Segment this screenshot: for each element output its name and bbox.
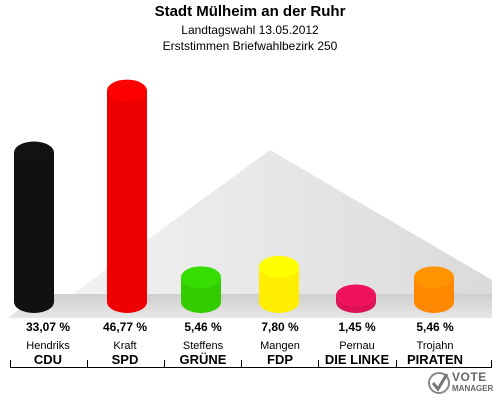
bar-cap-gruene xyxy=(181,266,221,289)
party-label-linke: DIE LINKE xyxy=(324,352,390,367)
party-label-gruene: GRÜNE xyxy=(179,352,227,367)
candidate-name-piraten: Trojahn xyxy=(416,340,454,352)
candidate-name-cdu: Hendriks xyxy=(26,340,70,352)
axis-tick xyxy=(241,360,242,368)
chart-title: Stadt Mülheim an der Ruhr xyxy=(154,3,346,20)
bar-cdu xyxy=(14,141,54,313)
chart-subtitle-district: Erststimmen Briefwahlbezirk 250 xyxy=(162,39,338,53)
candidate-name-gruene: Steffens xyxy=(182,340,224,352)
ballot-check-icon xyxy=(428,372,450,394)
logo-text-manager: MANAGER xyxy=(452,384,494,393)
bar-cap-fdp xyxy=(259,255,299,278)
axis-tick xyxy=(491,360,492,368)
logo-text-vote: VOTE xyxy=(452,370,487,384)
party-label-cdu: CDU xyxy=(33,352,63,367)
bar-fdp xyxy=(259,255,299,313)
category-axis-line xyxy=(10,367,492,368)
chart-subtitle-election: Landtagswahl 13.05.2012 xyxy=(181,23,319,37)
party-label-fdp: FDP xyxy=(267,352,293,367)
value-label-gruene: 5,46 % xyxy=(184,320,222,334)
party-label-spd: SPD xyxy=(111,352,139,367)
value-label-fdp: 7,80 % xyxy=(261,320,299,334)
vote-manager-logo: VOTE MANAGER xyxy=(428,368,498,398)
bar-body-spd xyxy=(107,90,147,313)
candidate-name-fdp: Mangen xyxy=(260,340,300,352)
bar-piraten xyxy=(414,266,454,313)
bar-cap-linke xyxy=(336,284,376,307)
candidate-name-spd: Kraft xyxy=(113,340,137,352)
chart-back-wall xyxy=(40,150,492,318)
value-label-piraten: 5,46 % xyxy=(416,320,454,334)
axis-tick xyxy=(396,360,397,368)
value-label-spd: 46,77 % xyxy=(102,320,148,334)
bar-body-cdu xyxy=(14,152,54,313)
value-label-cdu: 33,07 % xyxy=(25,320,71,334)
candidate-name-linke: Pernau xyxy=(339,340,375,352)
value-label-linke: 1,45 % xyxy=(338,320,376,334)
bar-cap-spd xyxy=(107,79,147,102)
axis-tick xyxy=(87,360,88,368)
axis-tick xyxy=(10,360,11,368)
bar-cap-cdu xyxy=(14,141,54,164)
bar-gruene xyxy=(181,266,221,313)
bar-spd xyxy=(107,79,147,313)
bar-body-fdp xyxy=(259,266,299,313)
bar-cap-piraten xyxy=(414,266,454,289)
party-label-piraten: PIRATEN xyxy=(406,352,464,367)
bar-linke xyxy=(336,284,376,313)
axis-tick xyxy=(318,360,319,368)
axis-tick xyxy=(164,360,165,368)
